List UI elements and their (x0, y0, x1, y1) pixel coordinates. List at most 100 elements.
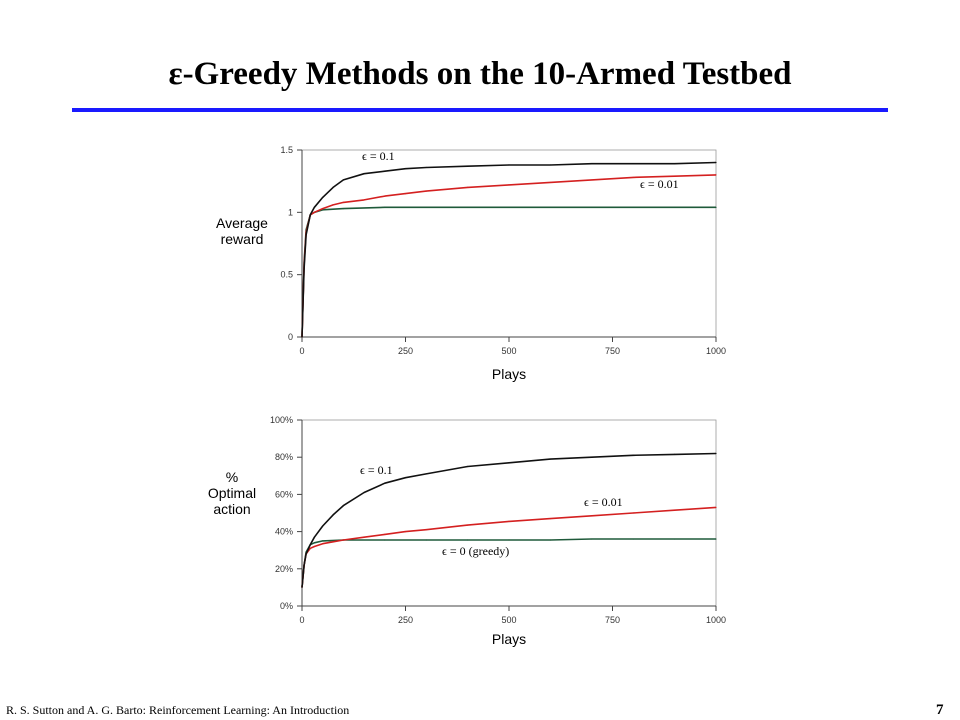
data-point (425, 529, 427, 531)
x-tick-label: 250 (398, 615, 413, 625)
data-point (322, 525, 324, 527)
data-point (674, 509, 676, 511)
y-tick-label: 0 (288, 332, 293, 342)
data-point (632, 163, 634, 165)
data-point (404, 531, 407, 533)
data-point (632, 538, 634, 540)
data-point (508, 462, 510, 464)
series-line (301, 174, 717, 338)
average-reward-chart: 0 250 500 750 1000 0 0.5 1 1.5 Plays Averagereward… (216, 145, 726, 382)
data-point (674, 206, 676, 208)
data-point (425, 206, 427, 208)
x-axis-label: Plays (492, 366, 526, 382)
data-point (591, 515, 593, 517)
data-point (549, 181, 552, 184)
data-point (322, 196, 324, 198)
data-point (332, 514, 334, 516)
data-point (674, 453, 676, 456)
data-point (404, 477, 407, 479)
y-tick-label: 40% (275, 527, 293, 537)
data-point (313, 542, 316, 544)
data-point (467, 165, 469, 167)
data-point (313, 206, 316, 208)
data-point (342, 539, 344, 541)
data-point (591, 538, 593, 540)
data-point (467, 539, 469, 541)
data-point (632, 512, 634, 514)
data-point (342, 201, 344, 203)
series-annotation: ϵ = 0.01 (584, 495, 623, 509)
data-point (715, 161, 717, 164)
x-tick-label: 250 (398, 346, 413, 356)
x-tick-label: 750 (605, 346, 620, 356)
y-axis-label: reward (221, 231, 264, 247)
y-tick-label: 0% (280, 601, 293, 611)
data-point (549, 539, 552, 541)
data-point (384, 195, 386, 197)
data-point (591, 206, 593, 208)
data-point (305, 234, 307, 236)
data-point (363, 536, 365, 538)
data-point (425, 473, 427, 475)
y-axis-label: Optimal (208, 485, 256, 501)
data-point (715, 506, 717, 509)
data-point (467, 206, 469, 208)
data-point (508, 184, 510, 186)
data-point (404, 193, 407, 195)
data-point (715, 538, 717, 540)
data-point (467, 186, 469, 188)
y-tick-label: 1 (288, 207, 293, 217)
data-point (508, 164, 510, 166)
title-rule (72, 108, 888, 112)
data-point (674, 175, 676, 177)
data-point (508, 539, 510, 541)
footer-text: R. S. Sutton and A. G. Barto: Reinforcem… (6, 703, 350, 717)
data-point (322, 540, 324, 542)
y-axis-label: Average (216, 215, 268, 231)
y-tick-label: 80% (275, 452, 293, 462)
data-point (332, 541, 334, 543)
data-point (384, 539, 386, 541)
data-point (384, 533, 386, 535)
data-point (313, 536, 316, 538)
data-point (715, 206, 717, 208)
slide-title: ε-Greedy Methods on the 10-Armed Testbed (168, 56, 792, 92)
data-point (632, 176, 634, 179)
data-point (363, 173, 365, 175)
data-point (301, 336, 303, 338)
x-tick-label: 0 (299, 615, 304, 625)
x-tick-label: 500 (501, 615, 516, 625)
plot-frame (301, 419, 717, 607)
data-point (305, 553, 307, 555)
y-axis-label: action (213, 501, 250, 517)
data-point (591, 179, 593, 181)
x-tick-label: 0 (299, 346, 304, 356)
y-axis-label: % (226, 469, 238, 485)
series-annotation: ϵ = 0.01 (640, 177, 679, 191)
data-point (549, 206, 552, 208)
data-point (674, 538, 676, 540)
data-point (549, 517, 552, 520)
series-line (301, 206, 716, 338)
data-point (342, 207, 344, 210)
data-point (384, 482, 386, 484)
data-point (342, 179, 344, 181)
data-point (384, 170, 386, 172)
y-tick-label: 0.5 (280, 270, 293, 280)
data-point (715, 452, 717, 455)
data-point (632, 454, 634, 456)
data-point (591, 456, 593, 458)
data-point (384, 206, 386, 208)
optimal-action-chart: 0 250 500 750 1000 0% 20% 40% 60% 80% 100% Plays%Op… (208, 415, 726, 647)
data-point (309, 544, 311, 546)
data-point (591, 163, 593, 165)
data-point (301, 586, 303, 589)
x-tick-label: 500 (501, 346, 516, 356)
y-tick-label: 1.5 (280, 145, 293, 155)
data-point (425, 190, 427, 192)
data-point (425, 539, 427, 541)
y-tick-label: 100% (270, 415, 293, 425)
data-point (332, 204, 334, 206)
data-point (404, 168, 407, 170)
data-point (467, 465, 469, 468)
